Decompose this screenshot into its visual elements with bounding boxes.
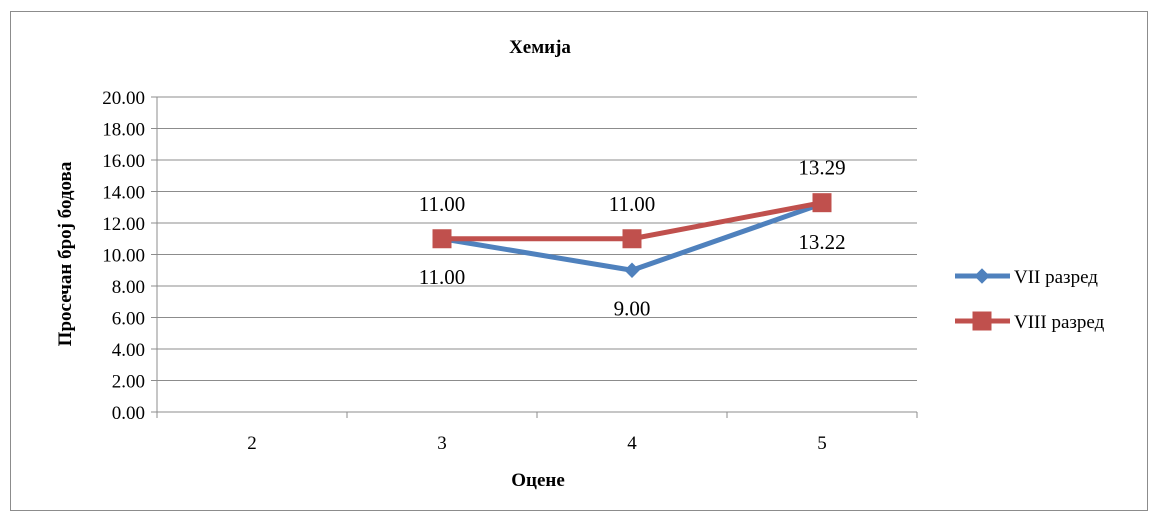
series-2-marker [622,229,642,249]
data-labels: 11.00 9.00 13.22 11.00 11.00 13.29 [419,156,846,321]
y-tick-label: 12.00 [102,214,145,235]
x-axis-title: Оцене [511,470,565,491]
y-tick-label: 2.00 [112,372,145,393]
data-label: 11.00 [609,192,655,216]
x-tick-label: 5 [817,433,827,454]
y-tick-label: 18.00 [102,120,145,141]
y-tick-label: 14.00 [102,183,145,204]
data-label: 9.00 [614,296,651,320]
x-tick-label: 4 [627,433,637,454]
data-label: 13.22 [798,230,845,254]
data-label: 11.00 [419,265,465,289]
data-label: 13.29 [798,156,845,180]
series-1-marker [624,262,640,278]
series-2-marker [812,193,832,213]
y-tick-label: 20.00 [102,88,145,109]
legend: VII разред VIII разред [955,267,1105,333]
legend-label-1: VII разред [1014,267,1098,288]
x-axis-ticks: 2 3 4 5 [156,412,918,454]
axes [156,97,917,413]
legend-label-2: VIII разред [1014,312,1105,333]
y-tick-label: 6.00 [112,309,145,330]
y-axis-ticks: 0.00 2.00 4.00 6.00 8.00 10.00 12.00 14.00 16.00… [102,88,157,424]
y-tick-label: 16.00 [102,151,145,172]
y-tick-label: 0.00 [112,403,145,424]
y-tick-label: 4.00 [112,340,145,361]
series-2-marker [432,229,452,249]
legend-marker-2 [972,311,992,331]
y-tick-label: 8.00 [112,277,145,298]
x-tick-label: 3 [437,433,447,454]
legend-marker-1 [974,268,990,284]
y-tick-label: 10.00 [102,246,145,267]
y-axis-title: Просечан број бодова [55,161,76,346]
data-label: 11.00 [419,192,465,216]
series-layer [432,193,832,278]
chart-title: Хемија [509,37,571,58]
x-tick-label: 2 [247,433,257,454]
